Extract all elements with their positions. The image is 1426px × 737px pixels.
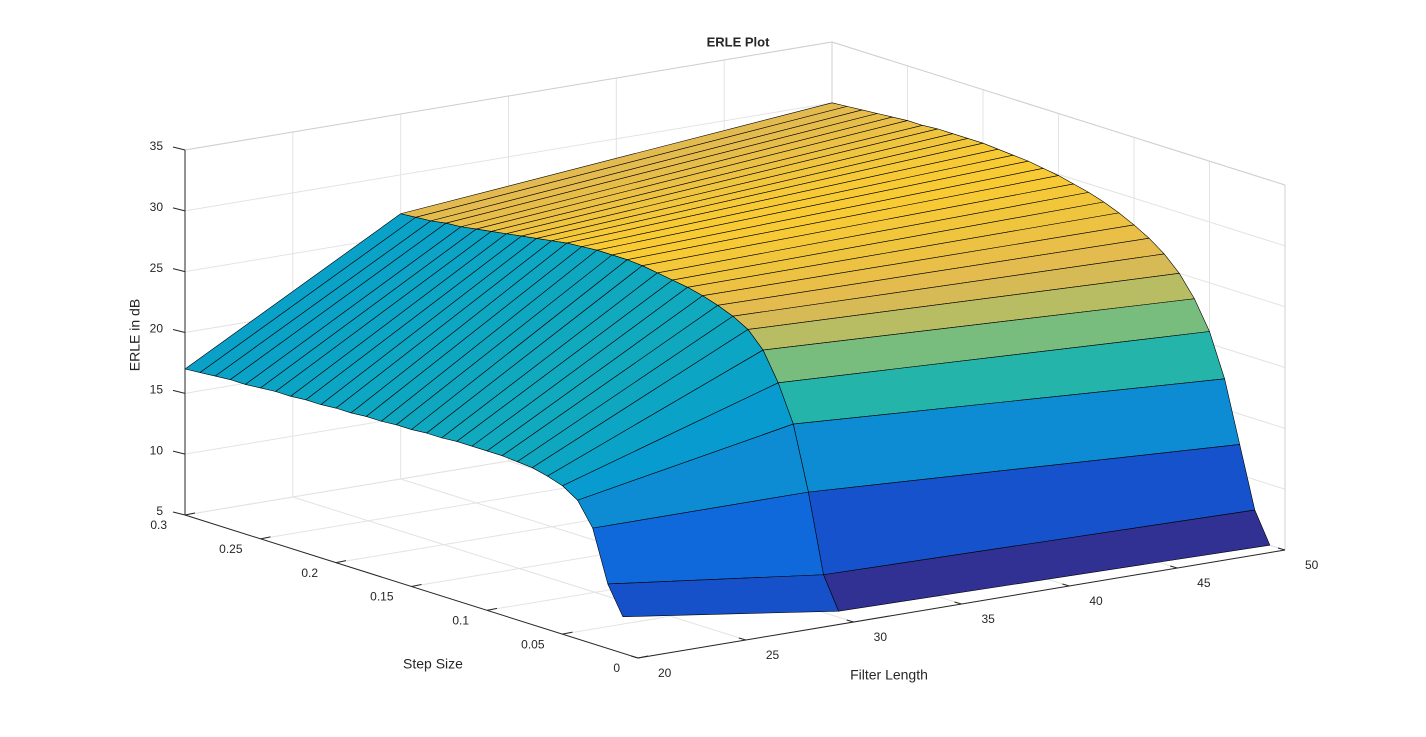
- axes-layer: 20 25 30 35 40 45 50 0 0.05 0.1 0.15 0.2 0.25 0.35 10 1…: [150, 139, 1319, 680]
- y-tick: [637, 655, 649, 659]
- z-tick: [172, 511, 186, 516]
- z-tick: [172, 389, 186, 394]
- z-tick-label: 5: [156, 504, 163, 518]
- x-tick-label: 45: [1197, 576, 1211, 590]
- x-tick: [738, 637, 746, 641]
- z-tick: [172, 268, 186, 273]
- z-tick: [172, 146, 186, 151]
- x-tick: [1277, 547, 1286, 551]
- z-tick-label: 25: [150, 261, 164, 275]
- x-tick-label: 40: [1089, 594, 1103, 608]
- y-tick: [562, 631, 573, 635]
- x-tick: [630, 655, 639, 659]
- x-tick-label: 50: [1305, 558, 1319, 572]
- z-tick-label: 35: [150, 139, 164, 153]
- chart-title: ERLE Plot: [707, 34, 771, 49]
- y-tick-label: 0.15: [370, 590, 394, 604]
- y-tick: [411, 584, 422, 587]
- surface-face: [607, 574, 839, 618]
- x-tick-label: 30: [874, 630, 888, 644]
- y-tick: [184, 512, 196, 516]
- x-tick: [1170, 565, 1178, 569]
- grid-line: [184, 102, 833, 212]
- z-tick: [172, 329, 186, 333]
- x-tick: [1062, 583, 1070, 587]
- x-tick-label: 35: [982, 612, 996, 626]
- z-tick-label: 10: [150, 443, 164, 457]
- x-axis-label: Filter Length: [850, 667, 928, 683]
- box-edge: [831, 41, 1286, 186]
- z-tick: [172, 450, 186, 455]
- y-tick-label: 0: [613, 661, 620, 675]
- x-tick-label: 20: [658, 666, 672, 680]
- y-tick: [335, 560, 347, 564]
- y-tick-label: 0.1: [452, 614, 469, 628]
- x-tick: [846, 619, 854, 623]
- box-edge: [184, 41, 833, 151]
- x-tick: [954, 601, 962, 605]
- surface-layer: [184, 102, 1271, 618]
- y-tick: [486, 607, 498, 611]
- y-axis-label: Step Size: [403, 656, 463, 672]
- z-tick-label: 15: [150, 383, 164, 397]
- y-tick-label: 0.25: [219, 542, 243, 556]
- y-tick: [260, 536, 271, 540]
- z-tick: [172, 207, 186, 212]
- y-tick-label: 0.2: [301, 566, 318, 580]
- x-tick-label: 25: [766, 648, 780, 662]
- z-tick-label: 30: [150, 200, 164, 214]
- y-tick-label: 0.05: [521, 637, 545, 651]
- y-tick-label: 0.3: [150, 518, 167, 532]
- z-axis-label: ERLE in dB: [127, 299, 143, 371]
- z-tick-label: 20: [150, 322, 164, 336]
